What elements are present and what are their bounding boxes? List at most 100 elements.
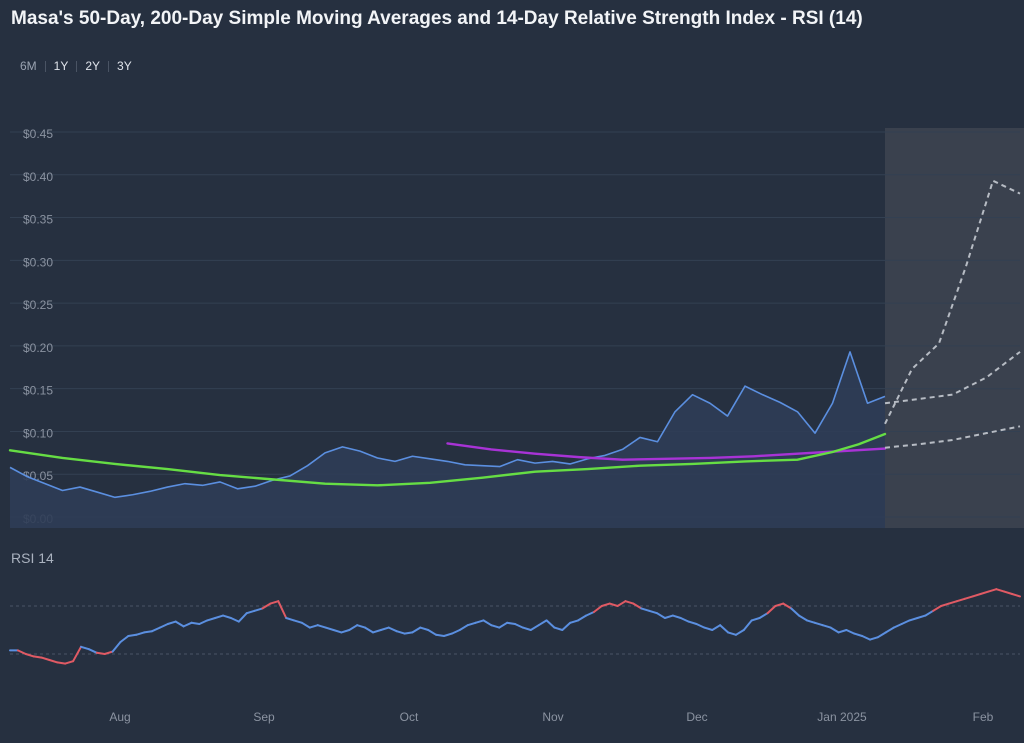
rsi-segment — [356, 624, 367, 629]
rsi-segment — [32, 655, 43, 659]
rsi-segment — [340, 629, 351, 634]
rsi-segment — [608, 602, 619, 607]
x-tick-label: Dec — [686, 710, 707, 724]
price-area — [10, 351, 885, 528]
rsi-segment — [671, 614, 682, 619]
y-tick-label: $0.25 — [23, 298, 53, 312]
rsi-segment — [750, 617, 761, 622]
forecast-zone — [885, 128, 1024, 528]
rsi-segment — [940, 602, 950, 607]
rsi-segment — [222, 614, 232, 619]
range-3y-button[interactable]: 3Y — [117, 59, 132, 73]
rsi-segment — [403, 631, 414, 635]
rsi-segment — [963, 595, 974, 600]
rsi-segment — [261, 602, 272, 610]
rsi-segment — [624, 600, 635, 605]
rsi-segment — [506, 621, 516, 625]
rsi-segment — [592, 605, 603, 613]
y-tick-label: $0.45 — [23, 127, 53, 141]
rsi-segment — [64, 660, 75, 665]
rsi-segment — [269, 600, 280, 605]
sma-50-line — [8, 432, 887, 487]
rsi-segment — [924, 609, 935, 617]
rsi-segment — [206, 617, 217, 622]
rsi-segment — [332, 629, 343, 634]
x-tick-label: Aug — [109, 710, 130, 724]
rsi-segment — [869, 636, 879, 641]
rsi-segment — [482, 619, 493, 627]
rsi-segment — [411, 626, 422, 634]
rsi-segment — [884, 626, 895, 634]
rsi-segment — [947, 600, 958, 605]
x-tick-label: Nov — [542, 710, 563, 724]
rsi-segment — [719, 624, 730, 634]
range-6m-button[interactable]: 6M — [20, 59, 37, 73]
rsi-segment — [316, 624, 327, 629]
rsi-segment — [861, 635, 872, 641]
rsi-segment — [900, 619, 911, 625]
range-divider — [108, 60, 110, 72]
x-tick-label: Jan 2025 — [817, 710, 867, 724]
rsi-segment — [955, 597, 966, 603]
rsi-segment — [127, 633, 138, 637]
y-tick-label: $0.40 — [23, 170, 53, 184]
rsi-segment — [143, 630, 154, 634]
rsi-segment — [514, 623, 524, 629]
y-tick-label: $0.10 — [23, 426, 53, 440]
rsi-segment — [561, 621, 572, 631]
x-tick-label: Sep — [253, 710, 275, 724]
range-1y-button[interactable]: 1Y — [53, 59, 69, 73]
forecast-upper-line — [884, 179, 1021, 425]
rsi-segment — [103, 650, 114, 655]
rsi-segment — [703, 626, 714, 631]
rsi-segment — [695, 623, 706, 629]
rsi-segment — [616, 600, 627, 607]
rsi-segment — [577, 614, 588, 622]
rsi-segment — [379, 626, 390, 631]
rsi-segment — [371, 629, 382, 634]
y-tick-label: $0.30 — [23, 255, 53, 269]
rsi-segment — [435, 633, 445, 637]
rsi-segment — [182, 621, 193, 628]
rsi-segment — [553, 626, 564, 631]
rsi-segment — [111, 641, 122, 653]
rsi-segment — [253, 607, 264, 612]
rsi-segment — [569, 619, 580, 624]
rsi-segment — [892, 623, 903, 629]
x-tick-label: Oct — [400, 710, 419, 724]
rsi-segment — [727, 631, 737, 636]
rsi-segment — [308, 624, 319, 629]
rsi-segment — [237, 612, 248, 623]
rsi-segment — [529, 624, 540, 631]
rsi-segment — [95, 651, 106, 655]
rsi-segment — [450, 629, 461, 635]
range-2y-button[interactable]: 2Y — [85, 59, 101, 73]
rsi-segment — [466, 621, 477, 627]
price-line — [9, 351, 886, 499]
rsi-segment — [166, 620, 177, 625]
rsi-segment — [1003, 590, 1014, 595]
rsi-segment — [387, 626, 398, 633]
rsi-segment — [837, 629, 848, 634]
rsi-segment — [916, 614, 927, 619]
rsi-segment — [545, 619, 556, 629]
rsi-segment — [632, 602, 643, 610]
rsi-segment — [427, 629, 438, 636]
y-tick-label: $0.15 — [23, 384, 53, 398]
rsi-segment — [395, 630, 406, 635]
rsi-segment — [600, 602, 611, 607]
rsi-segment — [679, 617, 690, 623]
rsi-panel-title: RSI 14 — [11, 550, 54, 566]
rsi-segment — [656, 612, 666, 619]
rsi-segment — [24, 653, 35, 658]
rsi-segment — [585, 611, 595, 617]
rsi-segment — [229, 617, 240, 623]
rsi-segment — [80, 645, 90, 651]
rsi-segment — [1011, 593, 1021, 598]
rsi-segment — [490, 624, 501, 629]
y-tick-label: $0.35 — [23, 213, 53, 227]
rsi-segment — [521, 626, 532, 631]
rsi-segment — [979, 590, 990, 595]
range-divider — [76, 60, 78, 72]
sma-200-line — [446, 442, 887, 461]
